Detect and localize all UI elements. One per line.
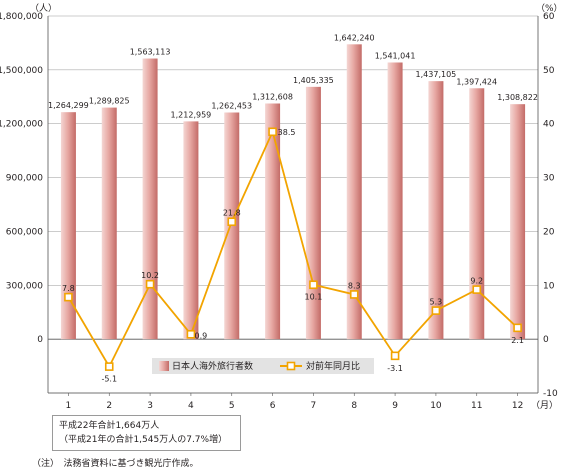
x-axis-unit: （月） — [531, 400, 558, 411]
y-left-tick-label: 0 — [37, 335, 43, 345]
y-right-tick-label: 40 — [543, 120, 555, 130]
bar — [469, 88, 485, 340]
y-right-tick-label: -10 — [543, 389, 558, 399]
x-tick-label: 3 — [147, 401, 153, 411]
bar — [510, 104, 526, 340]
bar-value-label: 1,541,041 — [375, 51, 416, 60]
bar — [60, 112, 76, 340]
bar — [346, 44, 362, 340]
y-left-tick-label: 1,500,000 — [0, 66, 43, 76]
right-axis-unit: （%） — [536, 3, 563, 14]
x-tick-label: 2 — [106, 401, 112, 411]
bar-value-label: 1,397,424 — [456, 77, 497, 86]
ratio-point — [186, 329, 196, 339]
ratio-value-label: 2.1 — [511, 336, 524, 345]
x-tick-label: 9 — [392, 401, 398, 411]
y-right-tick-label: 10 — [543, 281, 555, 291]
x-tick-label: 12 — [512, 401, 523, 411]
ratio-value-label: 38.5 — [278, 128, 296, 137]
summary-box: 平成22年合計1,664万人 （平成21年の合計1,545万人の7.7%増） — [52, 415, 241, 451]
ratio-point — [390, 351, 400, 361]
bar — [387, 62, 403, 340]
x-tick-label: 11 — [471, 401, 482, 411]
ratio-point — [431, 306, 441, 315]
legend-bar-label: 日本人海外旅行者数 — [172, 360, 253, 372]
y-right-tick-label: 30 — [543, 174, 555, 184]
bar — [101, 107, 117, 340]
ratio-value-label: 10.2 — [141, 271, 159, 280]
ratio-point — [472, 285, 482, 294]
gridlines — [48, 15, 538, 394]
bar-value-label: 1,437,105 — [416, 70, 457, 79]
bar-value-label: 1,405,335 — [293, 76, 334, 85]
bar — [265, 103, 281, 340]
ratio-value-label: 7.8 — [62, 284, 75, 293]
x-tick-label: 1 — [66, 401, 72, 411]
ratio-value-label: 5.3 — [430, 298, 443, 307]
ratio-point — [513, 323, 522, 333]
axes: 0 300,000 600,000 900,000 1,200,000 1,500,000… — [0, 12, 558, 411]
bar-value-label: 1,262,453 — [211, 102, 252, 111]
ratio-value-label: 21.8 — [223, 209, 241, 218]
x-tick-label: 5 — [229, 401, 235, 411]
ratio-value-label: 10.1 — [305, 293, 323, 302]
ratio-value-label: -3.1 — [387, 364, 403, 373]
x-tick-label: 4 — [188, 401, 194, 411]
bar-value-label: 1,563,113 — [130, 48, 171, 57]
x-tick-label: 7 — [311, 401, 317, 411]
ratio-point — [104, 362, 114, 371]
x-tick-label: 10 — [430, 401, 442, 411]
bar-value-label: 1,312,608 — [252, 92, 293, 101]
y-left-tick-label: 600,000 — [6, 227, 43, 237]
x-tick-label: 8 — [351, 401, 357, 411]
bar-series — [60, 44, 526, 340]
y-left-tick-label: 1,200,000 — [0, 120, 43, 130]
ratio-point — [268, 127, 277, 137]
legend-line-label: 対前年同月比 — [306, 360, 360, 372]
bar — [142, 58, 158, 340]
y-right-tick-label: 0 — [543, 335, 549, 345]
ratio-value-label: 8.3 — [348, 281, 361, 290]
ratio-value-label: 9.2 — [470, 277, 483, 286]
bar-value-label: 1,308,822 — [497, 93, 538, 102]
ratio-point — [309, 280, 318, 290]
bar — [428, 81, 444, 340]
bar-value-label: 1,212,959 — [171, 110, 212, 119]
y-left-tick-label: 900,000 — [6, 174, 43, 184]
y-left-tick-label: 300,000 — [6, 281, 43, 291]
ratio-value-label: -5.1 — [101, 375, 117, 384]
ratio-point — [227, 217, 237, 227]
bar-value-label: 1,642,240 — [334, 33, 375, 42]
ratio-line — [67, 129, 519, 369]
y-right-tick-label: 50 — [543, 66, 555, 76]
line-series — [64, 127, 522, 371]
summary-line-2: （平成21年の合計1,545万人の7.7%増） — [59, 435, 228, 445]
y-left-tick-label: 1,800,000 — [0, 12, 43, 22]
y-right-tick-label: 20 — [543, 227, 555, 237]
y-right-tick-label: 60 — [543, 12, 555, 22]
ratio-point — [349, 290, 359, 299]
legend-background — [152, 358, 374, 374]
ratio-value-label: 0.9 — [195, 331, 208, 340]
legend: 日本人海外旅行者数 対前年同月比 — [152, 358, 374, 374]
ratio-point — [64, 292, 73, 302]
bar-value-label: 1,289,825 — [89, 97, 130, 106]
bar-value-label: 1,264,299 — [48, 101, 89, 110]
footnote: （注） 法務省資料に基づき観光庁作成。 — [32, 459, 199, 469]
x-tick-label: 6 — [270, 401, 276, 411]
ratio-point — [145, 279, 155, 289]
bar — [183, 121, 199, 340]
legend-bar-swatch — [159, 361, 169, 371]
legend-line-marker — [286, 361, 296, 371]
summary-line-1: 平成22年合計1,664万人 — [59, 421, 160, 431]
bar — [305, 86, 321, 340]
left-axis-unit: （人） — [30, 3, 57, 14]
